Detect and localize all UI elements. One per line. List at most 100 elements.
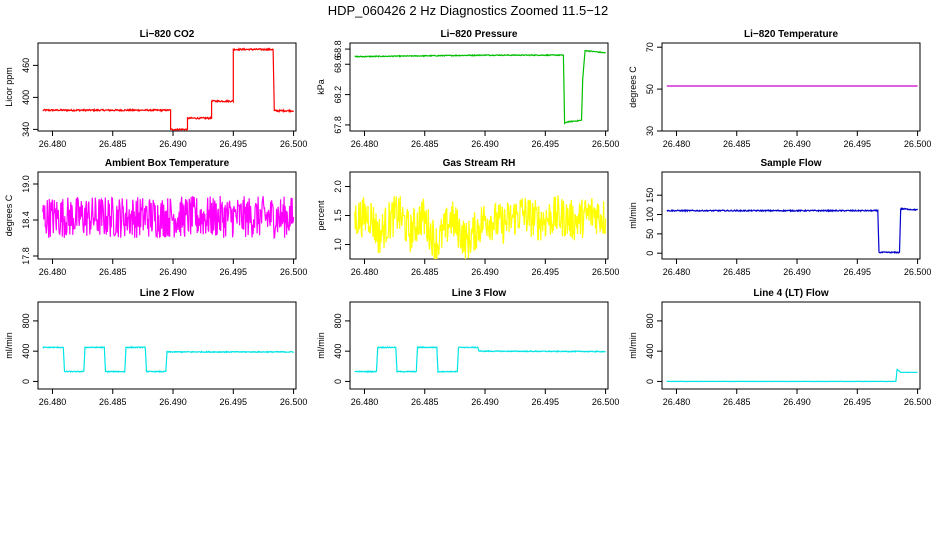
x-tick-label: 26.480 — [663, 267, 691, 277]
y-tick-label: 150 — [645, 188, 655, 203]
y-tick-label: 2.0 — [333, 180, 343, 193]
y-tick-label: 800 — [645, 313, 655, 328]
y-axis-label: ml/min — [628, 332, 638, 359]
panel-8: Line 3 Flow 26.480 26.485 26.490 26.495 26.50… — [316, 288, 619, 407]
series-line — [42, 345, 294, 374]
plot-frame — [349, 42, 609, 132]
x-tick-label: 26.490 — [159, 397, 187, 407]
series-line — [42, 47, 295, 132]
x-tick-label: 26.480 — [351, 139, 379, 149]
y-axis-label: Licor ppm — [4, 67, 14, 107]
x-tick-label: 26.495 — [532, 139, 560, 149]
x-tick-label: 26.495 — [220, 397, 248, 407]
x-tick-label: 26.500 — [904, 397, 932, 407]
series-line — [666, 207, 919, 255]
plot-frame — [37, 171, 297, 260]
x-tick-label: 26.495 — [220, 267, 248, 277]
x-tick-label: 26.495 — [532, 397, 560, 407]
panel-title: Line 3 Flow — [452, 288, 507, 299]
x-tick-label: 26.495 — [844, 139, 872, 149]
plot-frame — [661, 42, 921, 132]
x-tick-label: 26.495 — [532, 267, 560, 277]
y-tick-label: 18.4 — [21, 211, 31, 229]
y-tick-label: 68.6 — [333, 55, 343, 73]
x-tick-label: 26.485 — [411, 267, 439, 277]
panel-title: Line 2 Flow — [140, 288, 195, 299]
x-tick-label: 26.480 — [351, 397, 379, 407]
y-axis-label: ml/min — [316, 332, 326, 359]
panel-title: Sample Flow — [760, 158, 821, 169]
x-tick-label: 26.500 — [592, 267, 620, 277]
y-tick-label: 0 — [21, 379, 31, 384]
plot-frame — [349, 301, 609, 390]
y-tick-label: 460 — [21, 58, 31, 73]
x-tick-label: 26.480 — [39, 397, 67, 407]
x-tick-label: 26.480 — [663, 139, 691, 149]
series-line — [354, 195, 607, 260]
panel-title: Gas Stream RH — [443, 158, 516, 169]
panel-7: Line 2 Flow 26.480 26.485 26.490 26.495 26.50… — [4, 288, 307, 407]
y-tick-label: 1.5 — [333, 209, 343, 222]
y-axis-label: kPa — [316, 79, 326, 95]
figure-title: HDP_060426 2 Hz Diagnostics Zoomed 11.5−… — [327, 3, 609, 18]
y-tick-label: 0 — [333, 379, 343, 384]
x-tick-label: 26.490 — [471, 267, 499, 277]
y-tick-label: 0 — [645, 379, 655, 384]
x-tick-label: 26.480 — [39, 267, 67, 277]
series-line — [666, 368, 918, 383]
x-tick-label: 26.495 — [844, 397, 872, 407]
y-tick-label: 800 — [333, 313, 343, 328]
x-tick-label: 26.500 — [280, 397, 308, 407]
y-tick-label: 1.0 — [333, 238, 343, 251]
x-tick-label: 26.480 — [351, 267, 379, 277]
x-tick-label: 26.485 — [411, 397, 439, 407]
y-tick-label: 50 — [645, 229, 655, 239]
y-axis-label: degrees C — [628, 66, 638, 108]
y-tick-label: 100 — [645, 207, 655, 222]
x-tick-label: 26.495 — [220, 139, 248, 149]
x-tick-label: 26.485 — [99, 397, 127, 407]
panel-9: Line 4 (LT) Flow 26.480 26.485 26.490 26.495… — [628, 288, 931, 407]
x-tick-label: 26.490 — [159, 267, 187, 277]
y-tick-label: 400 — [21, 344, 31, 359]
series-line — [354, 49, 606, 125]
panel-3: Li−820 Temperature 26.480 26.485 26.490 26.4… — [628, 29, 931, 149]
plot-frame — [37, 301, 297, 390]
plot-frame — [661, 171, 921, 260]
x-tick-label: 26.490 — [471, 139, 499, 149]
y-axis-label: ml/min — [628, 202, 638, 229]
x-tick-label: 26.500 — [280, 267, 308, 277]
panel-2: Li−820 Pressure 26.480 26.485 26.490 26.495 2… — [316, 29, 619, 149]
y-tick-label: 70 — [645, 42, 655, 52]
y-axis-label: degrees C — [4, 194, 14, 236]
panel-6: Sample Flow 26.480 26.485 26.490 26.495 26.50… — [628, 158, 931, 277]
y-tick-label: 400 — [645, 344, 655, 359]
x-tick-label: 26.490 — [159, 139, 187, 149]
x-tick-label: 26.485 — [723, 267, 751, 277]
plot-frame — [661, 301, 921, 390]
panel-title: Ambient Box Temperature — [105, 158, 230, 169]
y-tick-label: 30 — [645, 126, 655, 136]
y-tick-label: 0 — [645, 251, 655, 256]
x-tick-label: 26.490 — [783, 139, 811, 149]
series-line — [42, 195, 295, 240]
x-tick-label: 26.500 — [592, 139, 620, 149]
panel-1: Li−820 CO2 26.480 26.485 26.490 26.495 26.500… — [4, 29, 307, 149]
x-tick-label: 26.480 — [39, 139, 67, 149]
panel-title: Line 4 (LT) Flow — [753, 288, 829, 299]
y-tick-label: 67.8 — [333, 116, 343, 134]
x-tick-label: 26.500 — [280, 139, 308, 149]
x-tick-label: 26.500 — [904, 139, 932, 149]
panel-4: Ambient Box Temperature 26.480 26.485 26.49… — [4, 158, 307, 277]
y-tick-label: 68.2 — [333, 86, 343, 104]
x-tick-label: 26.490 — [783, 267, 811, 277]
x-tick-label: 26.500 — [592, 397, 620, 407]
x-tick-label: 26.495 — [844, 267, 872, 277]
y-tick-label: 19.0 — [21, 175, 31, 193]
x-tick-label: 26.485 — [99, 139, 127, 149]
x-tick-label: 26.485 — [723, 139, 751, 149]
x-tick-label: 26.500 — [904, 267, 932, 277]
x-tick-label: 26.485 — [723, 397, 751, 407]
y-tick-label: 800 — [21, 313, 31, 328]
